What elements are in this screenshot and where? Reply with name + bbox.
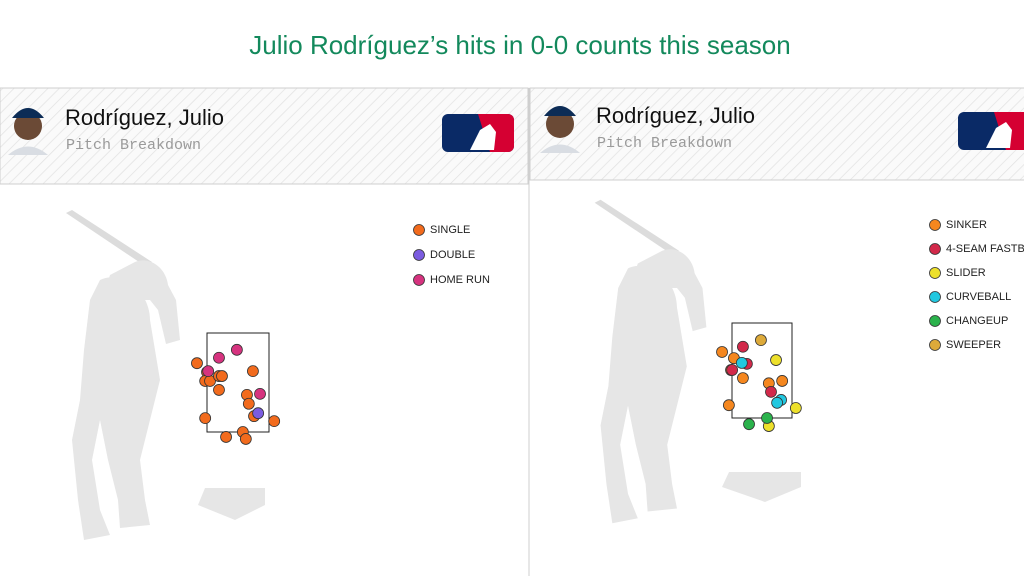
mlb-logo (958, 112, 1024, 150)
legend-label: 4-SEAM FASTBALL (946, 243, 1024, 255)
pitch-point (247, 365, 259, 378)
pitch-point (254, 387, 266, 400)
home-plate (722, 472, 801, 502)
legend-swatch (929, 267, 941, 279)
pitch-point (213, 351, 225, 364)
pitch-point (716, 346, 728, 358)
pitch-point (242, 397, 255, 410)
header (529, 87, 1024, 181)
legend-swatch (413, 224, 425, 236)
legend-swatch (929, 219, 941, 231)
pitch-point (239, 433, 252, 445)
player-photo (8, 108, 48, 155)
pitch-point (737, 340, 749, 353)
panel: Rodríguez, Julio Pitch Breakdown SINKER 4… (529, 87, 1024, 524)
legend-label: HOME RUN (430, 274, 490, 286)
legend-label: SLIDER (946, 267, 986, 279)
pitch-point (776, 375, 789, 387)
pitch-point (230, 343, 243, 356)
pitch-point (722, 399, 735, 412)
player-photo (540, 106, 580, 153)
legend-label: SWEEPER (946, 339, 1001, 351)
batter-silhouette (594, 199, 707, 524)
pitch-point (771, 396, 784, 409)
pitch-point (743, 418, 755, 431)
pitch-point (770, 354, 782, 366)
pitch-point (737, 372, 749, 385)
legend-label: CHANGEUP (946, 315, 1008, 327)
mlb-logo (442, 114, 514, 152)
pitch-point (252, 407, 265, 420)
pitch-point (202, 365, 215, 378)
pitch-point (761, 412, 773, 424)
player-name: Rodríguez, Julio (65, 105, 224, 130)
pitch-point (789, 402, 802, 414)
page-title: Julio Rodríguez’s hits in 0-0 counts thi… (249, 30, 790, 60)
player-name: Rodríguez, Julio (596, 103, 755, 128)
legend-swatch (929, 243, 941, 255)
subtitle: Pitch Breakdown (66, 137, 201, 154)
pitch-point (726, 364, 739, 376)
pitch-point (755, 334, 767, 347)
subtitle: Pitch Breakdown (597, 135, 732, 152)
legend-label: SINGLE (430, 224, 470, 236)
legend-swatch (929, 315, 941, 327)
legend-swatch (929, 339, 941, 351)
pitch-point (268, 415, 281, 428)
legend-swatch (413, 249, 425, 261)
pitch-point (220, 431, 232, 443)
legend-swatch (413, 274, 425, 286)
header (0, 87, 529, 185)
pitch-point (191, 357, 203, 370)
legend-label: CURVEBALL (946, 291, 1011, 303)
pitch-point (213, 384, 225, 396)
legend-label: SINKER (946, 219, 987, 231)
panel: Rodríguez, Julio Pitch Breakdown SINGLE D… (0, 87, 529, 540)
pitch-point (216, 370, 228, 382)
pitch-point (199, 412, 212, 425)
pitch-point (735, 356, 748, 369)
pitch-point (765, 385, 777, 398)
batter-silhouette (66, 210, 180, 540)
legend-swatch (929, 291, 941, 303)
home-plate (198, 488, 265, 520)
legend-label: DOUBLE (430, 249, 475, 261)
